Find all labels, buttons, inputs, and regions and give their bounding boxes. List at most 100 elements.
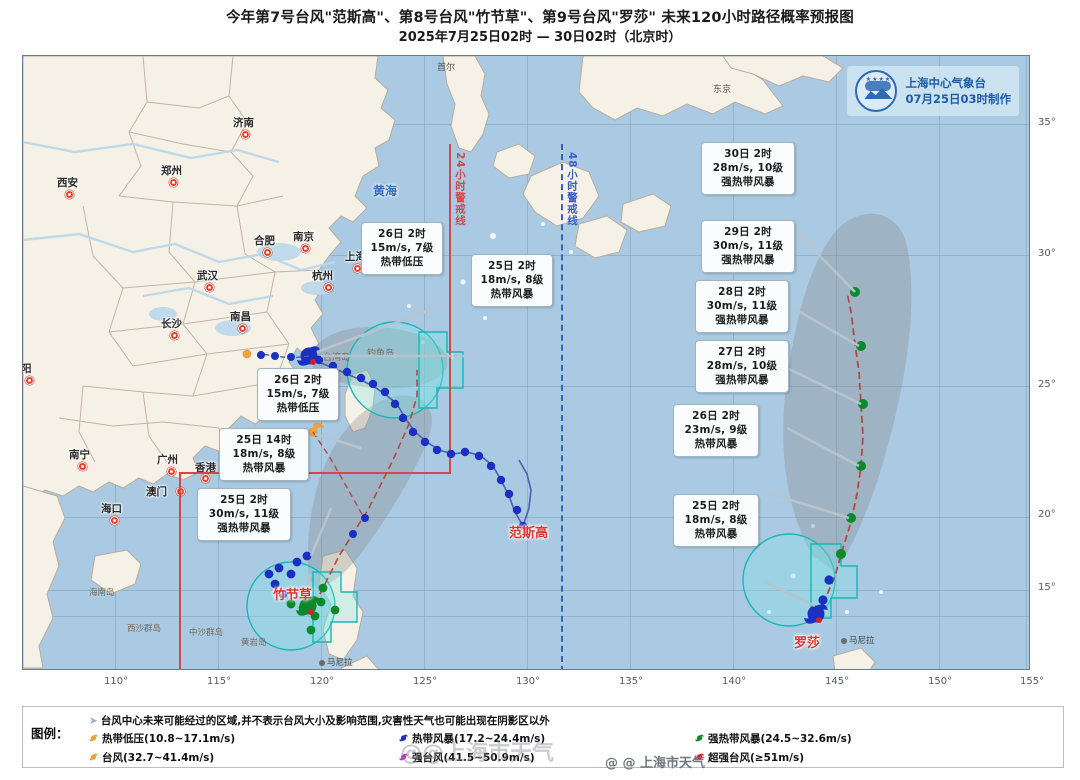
track-point-francisco-td: [242, 349, 252, 359]
page-title-block: 今年第7号台风"范斯高"、第8号台风"竹节草"、第9号台风"罗莎" 未来120小…: [0, 8, 1080, 47]
lon-tick: 110°: [104, 676, 129, 687]
legend-title: 图例：: [31, 726, 69, 741]
landmass-layer: [23, 56, 883, 669]
city-dot-icon: [201, 474, 210, 483]
legend-item-label: 热带风暴(17.2~24.4m/s): [412, 733, 546, 745]
legend-item-typhoon[interactable]: 台风(32.7~41.4m/s): [89, 750, 214, 765]
legend-item-tropical-depression[interactable]: 热带低压(10.8~17.1m/s): [89, 731, 235, 746]
typhoon-symbol-comay: [296, 596, 320, 616]
callout-wind: 15m/s, 7级: [370, 242, 434, 254]
callout-time: 25日 14时: [236, 434, 292, 446]
lon-tick: 135°: [619, 676, 644, 687]
city-label-seoul: 首尔: [437, 63, 456, 73]
gridline-lon-130: [527, 56, 528, 669]
legend-item-tropical-storm[interactable]: 热带风暴(17.2~24.4m/s): [399, 731, 545, 746]
island-label-huangyan: 黄岩岛: [241, 638, 267, 648]
callout-luosha-29[interactable]: 29日 2时 30m/s, 11级 强热带风暴: [701, 220, 795, 273]
issuing-office-badge: ★★★★ 上海中心气象台 07月25日03时制作: [847, 66, 1019, 116]
city-dot-icon: [324, 283, 333, 292]
legend-item-label: 强台风(41.5~50.9m/s): [412, 752, 535, 764]
callout-wind: 30m/s, 11级: [208, 508, 280, 520]
gridline-lat-35: [23, 124, 1029, 125]
callout-luosha-28[interactable]: 28日 2时 30m/s, 11级 强热带风暴: [695, 280, 789, 333]
callout-time: 25日 2时: [220, 494, 268, 506]
warning-line-48h-label: 48小时警戒线: [566, 152, 578, 227]
track-line-luosha-forecast: [822, 291, 864, 605]
seal-mountain-icon: [864, 88, 893, 99]
city-label: 西安: [57, 177, 78, 189]
callout-grade: 强热带风暴: [715, 374, 769, 386]
gridline-lon-150: [939, 56, 940, 669]
org-issued-time: 07月25日03时制作: [905, 92, 1011, 106]
island-label-xisha: 西沙群岛: [127, 624, 162, 634]
small-city-manila-east[interactable]: 马尼拉: [841, 634, 875, 646]
callout-time: 26日 2时: [378, 228, 426, 240]
callout-francisco-25[interactable]: 25日 2时 18m/s, 8级 热带风暴: [471, 254, 553, 307]
callout-luosha-27[interactable]: 27日 2时 28m/s, 10级 强热带风暴: [695, 340, 789, 393]
callout-wind: 18m/s, 8级: [684, 514, 748, 526]
city-label-tokyo: 东京: [713, 85, 732, 95]
callout-wind: 30m/s, 11级: [712, 240, 784, 252]
track-points-comay-blue: [264, 514, 369, 599]
callout-grade: 强热带风暴: [715, 314, 769, 326]
callout-wind: 28m/s, 10级: [706, 360, 778, 372]
callout-grade: 热带风暴: [694, 528, 738, 540]
legend-item-label: 热带低压(10.8~17.1m/s): [102, 733, 236, 745]
callout-luosha-30[interactable]: 30日 2时 28m/s, 10级 强热带风暴: [701, 142, 795, 195]
lon-tick: 150°: [928, 676, 953, 687]
watermark-handle: @ @ 上海市天气: [605, 756, 706, 771]
typhoon-symbol-icon: [399, 732, 408, 744]
track-points-luosha-blue: [818, 575, 834, 605]
callout-wind: 30m/s, 11级: [706, 300, 778, 312]
legend-note-row: ➤ 台风中心未来可能经过的区域,并不表示台风大小及影响范围,灾害性天气也可能出现在…: [89, 713, 550, 728]
legend-item-label: 强热带风暴(24.5~32.6m/s): [708, 733, 852, 745]
city-dot-icon: [65, 190, 74, 199]
typhoon-name-francisco: 范斯高: [509, 526, 549, 541]
callout-comay-25-14[interactable]: 25日 14时 18m/s, 8级 热带风暴: [219, 428, 309, 481]
legend-item-label: 台风(32.7~41.4m/s): [102, 752, 215, 764]
track-line-comay-forecast: [314, 370, 418, 605]
lat-tick: 30°: [1038, 248, 1056, 259]
typhoon-name-comay: 竹节草: [273, 588, 313, 603]
legend-item-super-typhoon[interactable]: 超强台风(≥51m/s): [695, 750, 804, 765]
callout-comay-26[interactable]: 26日 2时 15m/s, 7级 热带低压: [257, 368, 339, 421]
weather-bureau-seal-icon: ★★★★: [855, 70, 898, 112]
callout-comay-25[interactable]: 25日 2时 30m/s, 11级 强热带风暴: [197, 488, 291, 541]
typhoon-name-luosha: 罗莎: [794, 636, 821, 651]
callout-grade: 热带风暴: [490, 288, 534, 300]
city-label: 海口: [101, 503, 122, 515]
city-label: 南京: [293, 231, 314, 243]
map-canvas[interactable]: 24小时警戒线 48小时警戒线: [22, 55, 1030, 670]
legend-note-text: 台风中心未来可能经过的区域,并不表示台风大小及影响范围,灾害性天气也可能出现在阴…: [100, 715, 550, 727]
callout-grade: 强热带风暴: [721, 176, 775, 188]
small-city-manila-west[interactable]: 马尼拉: [319, 656, 353, 668]
callout-grade: 热带低压: [276, 402, 320, 414]
lon-tick: 130°: [516, 676, 541, 687]
city-dot-icon: [263, 248, 272, 257]
city-label: 郑州: [161, 165, 182, 177]
lon-tick: 145°: [825, 676, 850, 687]
city-label: 长沙: [161, 318, 182, 330]
island-label-zhongsha: 中沙群岛: [189, 628, 224, 638]
legend-item-severe-typhoon[interactable]: 强台风(41.5~50.9m/s): [399, 750, 535, 765]
city-dot-icon: [170, 331, 179, 340]
city-label: 南宁: [69, 449, 90, 461]
city-label: 澳门: [146, 486, 167, 498]
callout-wind: 18m/s, 8级: [232, 448, 296, 460]
callout-luosha-25[interactable]: 25日 2时 18m/s, 8级 热带风暴: [673, 494, 759, 547]
legend-item-severe-tropical-storm[interactable]: 强热带风暴(24.5~32.6m/s): [695, 731, 852, 746]
lon-tick: 120°: [310, 676, 335, 687]
lat-tick: 15°: [1038, 582, 1056, 593]
city-dot-icon: [241, 130, 250, 139]
callout-time: 25日 2时: [488, 260, 536, 272]
island-label-taiwan: 台湾岛: [323, 353, 351, 363]
typhoon-symbol-luosha: [804, 604, 828, 624]
warning-line-24h-label: 24小时警戒线: [454, 152, 466, 227]
gridline-lat-25: [23, 386, 1029, 387]
callout-francisco-26[interactable]: 26日 2时 15m/s, 7级 热带低压: [361, 222, 443, 275]
typhoon-symbol-icon: [695, 751, 704, 763]
city-label: 杭州: [312, 270, 333, 282]
callout-time: 29日 2时: [724, 226, 772, 238]
callout-luosha-26[interactable]: 26日 2时 23m/s, 9级 热带风暴: [673, 404, 759, 457]
